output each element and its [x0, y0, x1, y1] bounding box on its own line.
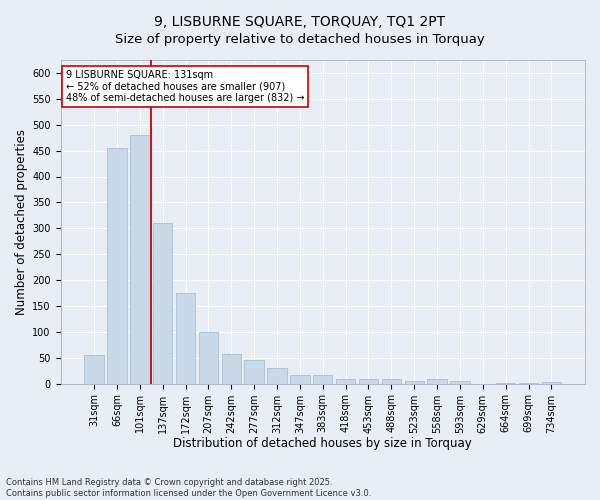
Bar	[313, 376, 332, 384]
Y-axis label: Number of detached properties: Number of detached properties	[15, 129, 28, 315]
Bar	[496, 382, 515, 384]
Bar	[450, 381, 470, 384]
Bar	[542, 382, 561, 384]
Bar	[290, 376, 310, 384]
Bar	[359, 380, 378, 384]
Bar	[268, 368, 287, 384]
Bar	[244, 360, 264, 384]
Text: Contains HM Land Registry data © Crown copyright and database right 2025.
Contai: Contains HM Land Registry data © Crown c…	[6, 478, 371, 498]
Bar	[382, 379, 401, 384]
Text: 9, LISBURNE SQUARE, TORQUAY, TQ1 2PT: 9, LISBURNE SQUARE, TORQUAY, TQ1 2PT	[154, 15, 446, 29]
Bar	[130, 135, 149, 384]
Bar	[176, 293, 195, 384]
Text: Size of property relative to detached houses in Torquay: Size of property relative to detached ho…	[115, 32, 485, 46]
Bar	[221, 354, 241, 384]
Bar	[85, 355, 104, 384]
Bar	[404, 380, 424, 384]
Text: 9 LISBURNE SQUARE: 131sqm
← 52% of detached houses are smaller (907)
48% of semi: 9 LISBURNE SQUARE: 131sqm ← 52% of detac…	[66, 70, 304, 103]
Bar	[427, 380, 447, 384]
Bar	[107, 148, 127, 384]
Bar	[336, 380, 355, 384]
Bar	[519, 383, 538, 384]
X-axis label: Distribution of detached houses by size in Torquay: Distribution of detached houses by size …	[173, 437, 472, 450]
Bar	[199, 332, 218, 384]
Bar	[153, 223, 172, 384]
